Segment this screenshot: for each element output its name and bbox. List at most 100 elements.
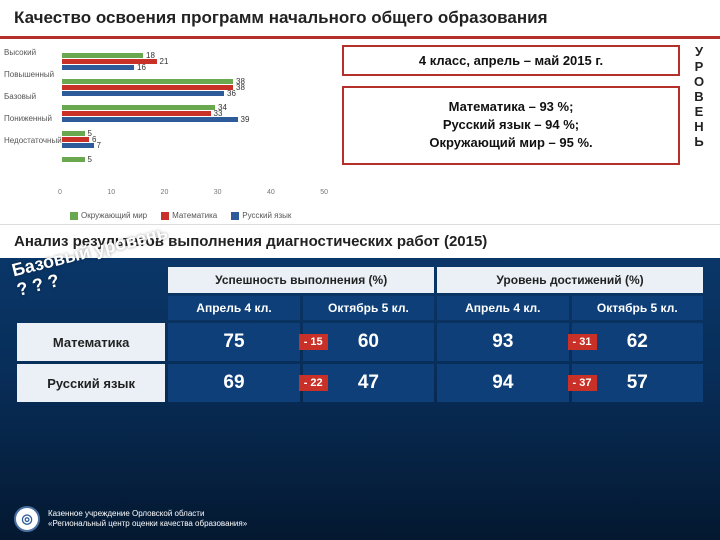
x-tick: 0 (58, 189, 62, 196)
y-category-label: Повышенный (4, 69, 62, 91)
bar-row: 5 (62, 157, 332, 179)
legend-item: Русский язык (231, 211, 291, 220)
cell-value: 94 (492, 372, 513, 393)
bar (62, 79, 233, 84)
y-category-label: Пониженный (4, 113, 62, 135)
bar (62, 143, 94, 148)
period-box: 4 класс, апрель – май 2015 г. (342, 45, 680, 76)
delta-badge: - 37 (568, 375, 597, 391)
value-cell: - 3162 (572, 323, 703, 361)
header-level: Уровень достижений (%) (437, 267, 703, 293)
row-label: Русский язык (17, 364, 165, 402)
delta-badge: - 15 (299, 334, 328, 350)
legend-label: Математика (172, 211, 217, 220)
logo-icon: ◎ (14, 506, 40, 532)
bars-container: 182116 383836 343339 567 5 (62, 53, 332, 179)
bar (62, 117, 238, 122)
bar-value-label: 5 (88, 155, 92, 164)
y-category-label: Высокий (4, 47, 62, 69)
cell-value: 69 (223, 372, 244, 393)
bar-value-label: 7 (97, 141, 101, 150)
bar-value-label: 16 (137, 63, 146, 72)
table-row: Русский язык69- 224794- 3757 (17, 364, 703, 402)
stat-line: Окружающий мир – 95 %. (352, 134, 670, 152)
value-cell: - 3757 (572, 364, 703, 402)
page-title: Качество освоения программ начального об… (0, 0, 720, 39)
bar-row: 567 (62, 131, 332, 153)
table-zone: Базовый уровень ? ? ? Успешность выполне… (0, 258, 720, 405)
subheader: Апрель 4 кл. (437, 296, 568, 320)
table-row: Математика75- 156093- 3162 (17, 323, 703, 361)
footer-line1: Казенное учреждение Орловской области (48, 509, 247, 519)
bar (62, 65, 134, 70)
delta-badge: - 31 (568, 334, 597, 350)
cell-value: 93 (492, 331, 513, 352)
legend-item: Математика (161, 211, 217, 220)
bar (62, 111, 211, 116)
y-category-label: Базовый (4, 91, 62, 113)
bar-row: 182116 (62, 53, 332, 75)
bar-row: 383836 (62, 79, 332, 101)
legend-swatch-icon (231, 212, 239, 220)
bar (62, 157, 85, 162)
bar-chart: ВысокийПовышенныйБазовыйПониженныйНедост… (0, 39, 336, 224)
cell-value: 60 (358, 331, 379, 352)
value-cell: - 1560 (303, 323, 434, 361)
side-letter: О (688, 75, 710, 90)
value-cell: 94 (437, 364, 568, 402)
legend-swatch-icon (161, 212, 169, 220)
bar-value-label: 39 (241, 115, 250, 124)
side-letter: Ь (688, 135, 710, 150)
stat-line: Русский язык – 94 %; (352, 116, 670, 134)
bar-row: 343339 (62, 105, 332, 127)
side-letter: В (688, 90, 710, 105)
legend-label: Окружающий мир (81, 211, 147, 220)
y-category-label: Недостаточный (4, 135, 62, 157)
bar-value-label: 38 (236, 83, 245, 92)
cell-value: 57 (627, 372, 648, 393)
legend-label: Русский язык (242, 211, 291, 220)
x-axis: 0 10 20 30 40 50 (58, 189, 328, 196)
chart-legend: Окружающий мир Математика Русский язык (70, 211, 291, 220)
x-tick: 10 (107, 189, 115, 196)
bar (62, 131, 85, 136)
x-tick: 20 (161, 189, 169, 196)
value-cell: 69 (168, 364, 299, 402)
legend-swatch-icon (70, 212, 78, 220)
x-tick: 50 (320, 189, 328, 196)
subheader: Октябрь 5 кл. (572, 296, 703, 320)
cell-value: 75 (223, 331, 244, 352)
bar (62, 85, 233, 90)
footer-text: Казенное учреждение Орловской области «Р… (48, 509, 247, 528)
cell-value: 62 (627, 331, 648, 352)
value-cell: - 2247 (303, 364, 434, 402)
row-label: Математика (17, 323, 165, 361)
footer: ◎ Казенное учреждение Орловской области … (14, 506, 247, 532)
cell-value: 47 (358, 372, 379, 393)
bar (62, 105, 215, 110)
x-tick: 40 (267, 189, 275, 196)
value-cell: 93 (437, 323, 568, 361)
bar (62, 137, 89, 142)
subheader: Апрель 4 кл. (168, 296, 299, 320)
table-header-row-2: Апрель 4 кл. Октябрь 5 кл. Апрель 4 кл. … (17, 296, 703, 320)
stats-box: Математика – 93 %;Русский язык – 94 %;Ок… (342, 86, 680, 165)
bar (62, 91, 224, 96)
side-letter: Е (688, 105, 710, 120)
bar-value-label: 36 (227, 89, 236, 98)
y-axis-labels: ВысокийПовышенныйБазовыйПониженныйНедост… (4, 47, 62, 157)
x-tick: 30 (214, 189, 222, 196)
side-word: УРОВЕНЬ (688, 45, 710, 218)
stat-line: Математика – 93 %; (352, 98, 670, 116)
info-panel: 4 класс, апрель – май 2015 г. Математика… (336, 39, 720, 224)
footer-line2: «Региональный центр оценки качества обра… (48, 519, 247, 529)
header-success: Успешность выполнения (%) (168, 267, 434, 293)
subheader: Октябрь 5 кл. (303, 296, 434, 320)
upper-section: ВысокийПовышенныйБазовыйПониженныйНедост… (0, 39, 720, 224)
legend-item: Окружающий мир (70, 211, 147, 220)
value-cell: 75 (168, 323, 299, 361)
side-letter: Р (688, 60, 710, 75)
bar (62, 53, 143, 58)
results-table: Успешность выполнения (%) Уровень достиж… (14, 264, 706, 405)
side-letter: Н (688, 120, 710, 135)
